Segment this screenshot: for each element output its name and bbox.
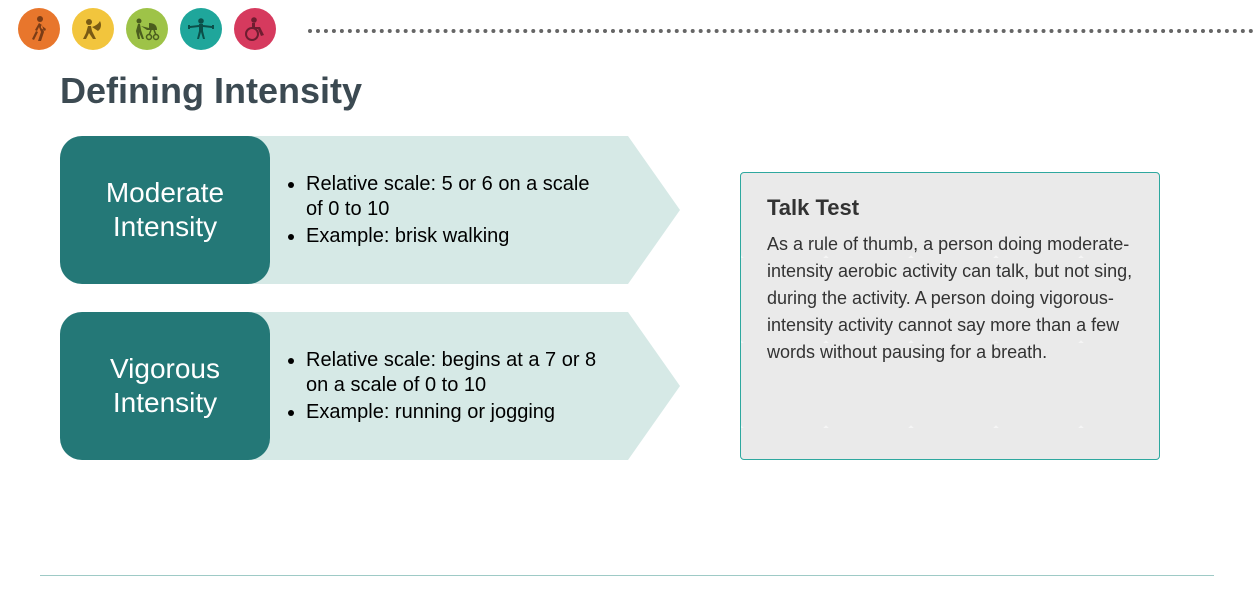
stroller-icon — [126, 8, 168, 50]
page-title: Defining Intensity — [60, 70, 1254, 112]
dumbbell-person-icon — [180, 8, 222, 50]
list-item: Example: running or jogging — [306, 400, 608, 425]
moderate-intensity-body: Relative scale: 5 or 6 on a scale of 0 t… — [240, 136, 628, 284]
arrows-column: Moderate Intensity Relative scale: 5 or … — [60, 136, 680, 460]
bottom-divider — [40, 575, 1214, 576]
list-item: Relative scale: 5 or 6 on a scale of 0 t… — [306, 172, 608, 222]
vigorous-intensity-body: Relative scale: begins at a 7 or 8 on a … — [240, 312, 628, 460]
moderate-intensity-arrow: Moderate Intensity Relative scale: 5 or … — [60, 136, 680, 284]
list-item: Example: brisk walking — [306, 224, 608, 249]
list-item: Relative scale: begins at a 7 or 8 on a … — [306, 348, 608, 398]
arrow-head-icon — [628, 136, 680, 284]
talk-test-callout: Talk Test As a rule of thumb, a person d… — [740, 172, 1160, 460]
walking-person-icon — [18, 8, 60, 50]
moderate-intensity-label: Moderate Intensity — [60, 136, 270, 284]
vigorous-intensity-label: Vigorous Intensity — [60, 312, 270, 460]
moderate-intensity-bullets: Relative scale: 5 or 6 on a scale of 0 t… — [286, 170, 608, 251]
callout-title: Talk Test — [767, 195, 1133, 221]
gardening-icon — [72, 8, 114, 50]
content-row: Moderate Intensity Relative scale: 5 or … — [0, 136, 1254, 460]
vigorous-intensity-arrow: Vigorous Intensity Relative scale: begin… — [60, 312, 680, 460]
callout-body: As a rule of thumb, a person doing moder… — [767, 231, 1133, 366]
vigorous-intensity-bullets: Relative scale: begins at a 7 or 8 on a … — [286, 346, 608, 427]
header-dotted-line — [308, 29, 1254, 33]
arrow-head-icon — [628, 312, 680, 460]
wheelchair-icon — [234, 8, 276, 50]
header-row — [0, 0, 1254, 50]
